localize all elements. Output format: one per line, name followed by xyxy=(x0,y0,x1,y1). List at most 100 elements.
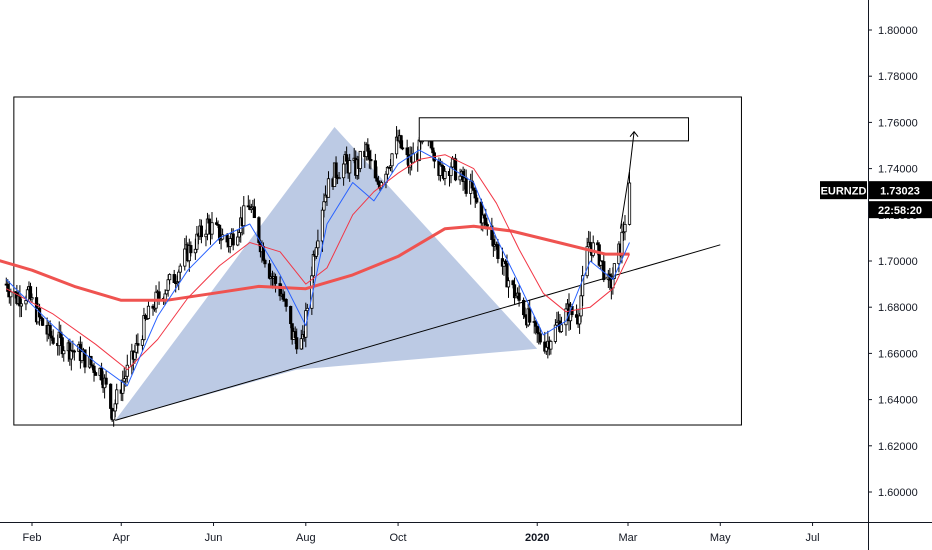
candle-body xyxy=(369,159,373,162)
candle-body xyxy=(72,350,76,353)
candle-body xyxy=(172,274,176,283)
candle-body xyxy=(19,303,24,307)
candle-body xyxy=(316,240,320,249)
time-tick-label: Apr xyxy=(113,532,130,544)
candle-body xyxy=(207,218,211,224)
candle-body xyxy=(199,225,204,238)
price-tick-label: 1.68000 xyxy=(878,302,918,314)
candle-body xyxy=(367,150,371,160)
candle-body xyxy=(577,315,582,325)
time-tick-label: Jun xyxy=(205,532,223,544)
candle-body xyxy=(473,189,477,199)
candle-body xyxy=(602,261,606,281)
price-tick-label: 1.80000 xyxy=(878,25,918,37)
candle-body xyxy=(236,236,240,246)
price-tick-label: 1.64000 xyxy=(878,395,918,407)
time-tick-label: Oct xyxy=(390,532,407,544)
candle-body xyxy=(166,279,170,291)
candle-body xyxy=(482,214,486,219)
symbol-badge xyxy=(820,181,867,200)
candle-body xyxy=(210,222,214,235)
candle-body xyxy=(289,306,293,325)
candle-body xyxy=(334,162,338,178)
candle-body xyxy=(51,337,55,344)
candle-body xyxy=(109,383,113,409)
candle-body xyxy=(237,232,241,238)
candle-body xyxy=(293,331,297,339)
candle-body xyxy=(464,177,468,194)
price-tick-label: 1.78000 xyxy=(878,71,918,83)
candle-body xyxy=(337,177,341,180)
price-tick-label: 1.66000 xyxy=(878,348,918,360)
candle-body xyxy=(574,314,579,318)
candle-body xyxy=(125,364,129,377)
candle-body xyxy=(142,315,146,341)
time-tick-label: Mar xyxy=(619,532,638,544)
candle-body xyxy=(115,389,119,405)
candle-body xyxy=(242,205,246,227)
candle-body xyxy=(305,307,309,312)
candle-body xyxy=(458,175,462,181)
candle-body xyxy=(40,318,45,326)
candle-body xyxy=(534,321,538,327)
candle-body xyxy=(496,244,500,259)
frame-rectangle[interactable] xyxy=(13,96,742,426)
candle-body xyxy=(28,286,33,300)
candle-body xyxy=(92,365,96,373)
triangle-pattern[interactable] xyxy=(115,127,538,421)
candle-body xyxy=(443,170,447,179)
candle-body xyxy=(93,372,98,376)
candle-body xyxy=(295,337,299,350)
candle-body xyxy=(112,410,116,421)
last-price-badge xyxy=(869,181,932,200)
candle-body xyxy=(612,263,616,279)
candle-body xyxy=(165,289,169,295)
candle-body xyxy=(284,298,288,307)
price-tick-label: 1.70000 xyxy=(878,256,918,268)
price-tick-label: 1.62000 xyxy=(878,441,918,453)
candle-body xyxy=(252,206,256,219)
candle-body xyxy=(544,346,548,352)
candle-body xyxy=(475,197,479,203)
candle-body xyxy=(189,245,193,254)
candle-body xyxy=(48,325,52,337)
last-price-label: 1.73023 xyxy=(880,186,920,198)
candle-body xyxy=(506,280,511,288)
target-zone-rectangle[interactable] xyxy=(418,117,690,142)
candle-body xyxy=(228,238,232,247)
countdown-label: 22:58:20 xyxy=(878,205,922,217)
candle-body xyxy=(528,308,532,323)
candle-body xyxy=(157,291,161,299)
moving-average-thick-red xyxy=(0,224,630,302)
candle-body xyxy=(373,160,377,179)
projection-arrow[interactable] xyxy=(619,131,635,229)
candle-body xyxy=(431,147,435,154)
candle-body xyxy=(104,377,108,385)
moving-average-blue xyxy=(5,149,630,387)
candle-body xyxy=(390,153,394,167)
candle-body xyxy=(538,333,542,343)
candle-body xyxy=(559,324,564,332)
candle-body xyxy=(401,147,405,150)
time-tick-label: Jul xyxy=(806,532,820,544)
candle-body xyxy=(273,276,278,284)
candle-body xyxy=(314,247,318,257)
candle-body xyxy=(627,182,632,225)
candle-body xyxy=(376,180,381,185)
candle-body xyxy=(299,338,303,350)
candle-body xyxy=(535,325,539,334)
candle-body xyxy=(366,144,370,152)
candle-body xyxy=(9,291,13,298)
candle-body xyxy=(517,292,521,301)
candle-body xyxy=(183,248,187,267)
candle-body xyxy=(326,178,331,198)
candle-body xyxy=(342,163,346,179)
candle-body xyxy=(140,339,145,346)
candle-body xyxy=(168,274,172,281)
candle-body xyxy=(522,299,526,316)
candle-body xyxy=(281,293,285,300)
price-tick-label: 1.74000 xyxy=(878,164,918,176)
candle-body xyxy=(348,160,352,174)
